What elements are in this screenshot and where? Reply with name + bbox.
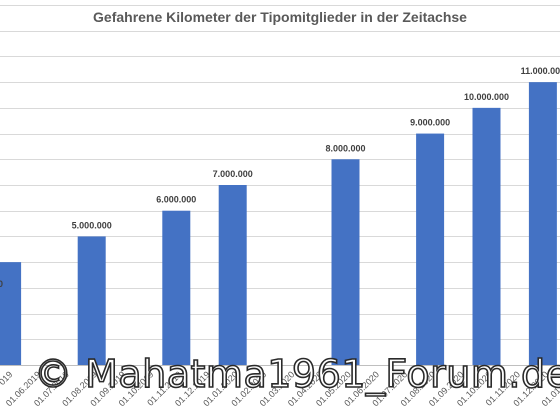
bar xyxy=(77,236,106,365)
bars xyxy=(0,82,557,366)
data-label: 11.000.000 xyxy=(521,66,560,76)
data-label: 10.000.000 xyxy=(464,92,509,102)
bar xyxy=(528,82,557,366)
bar xyxy=(0,262,22,365)
bar xyxy=(331,159,360,365)
bar xyxy=(416,133,445,365)
bar xyxy=(472,107,501,365)
bar xyxy=(218,185,247,365)
x-tick-label: 019 xyxy=(0,369,15,387)
bar xyxy=(162,210,191,365)
watermark: © Mahatma1961_Forum.de xyxy=(33,351,560,397)
gridlines xyxy=(0,5,560,366)
edge-label: 0 xyxy=(0,279,3,289)
data-label: 7.000.000 xyxy=(213,169,253,179)
data-label: 5.000.000 xyxy=(72,220,112,230)
data-labels: 5.000.000 6.000.000 7.000.000 8.000.000 9.00… xyxy=(72,66,560,230)
edge-label: 0 xyxy=(0,279,3,289)
data-label: 6.000.000 xyxy=(156,195,196,205)
data-label: 9.000.000 xyxy=(410,118,450,128)
chart-title: Gefahrene Kilometer der Tipomitglieder i… xyxy=(93,9,467,25)
data-label: 8.000.000 xyxy=(325,143,365,153)
